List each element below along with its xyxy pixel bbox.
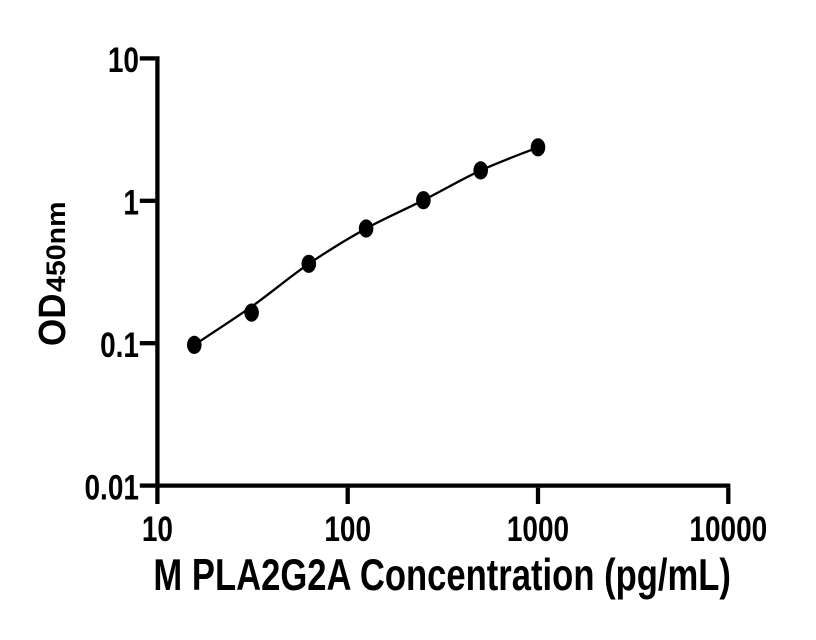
svg-text:450nm: 450nm (40, 202, 71, 293)
svg-text:10: 10 (108, 40, 139, 80)
svg-text:0.01: 0.01 (85, 467, 139, 507)
svg-text:100: 100 (324, 509, 371, 549)
svg-text:M PLA2G2A Concentration (pg/mL: M PLA2G2A Concentration (pg/mL) (153, 551, 731, 600)
svg-text:10: 10 (142, 509, 173, 549)
svg-text:1000: 1000 (507, 509, 569, 549)
svg-text:OD: OD (31, 294, 74, 347)
svg-text:10000: 10000 (689, 509, 767, 549)
svg-text:1: 1 (123, 183, 139, 223)
svg-text:0.1: 0.1 (100, 325, 139, 365)
